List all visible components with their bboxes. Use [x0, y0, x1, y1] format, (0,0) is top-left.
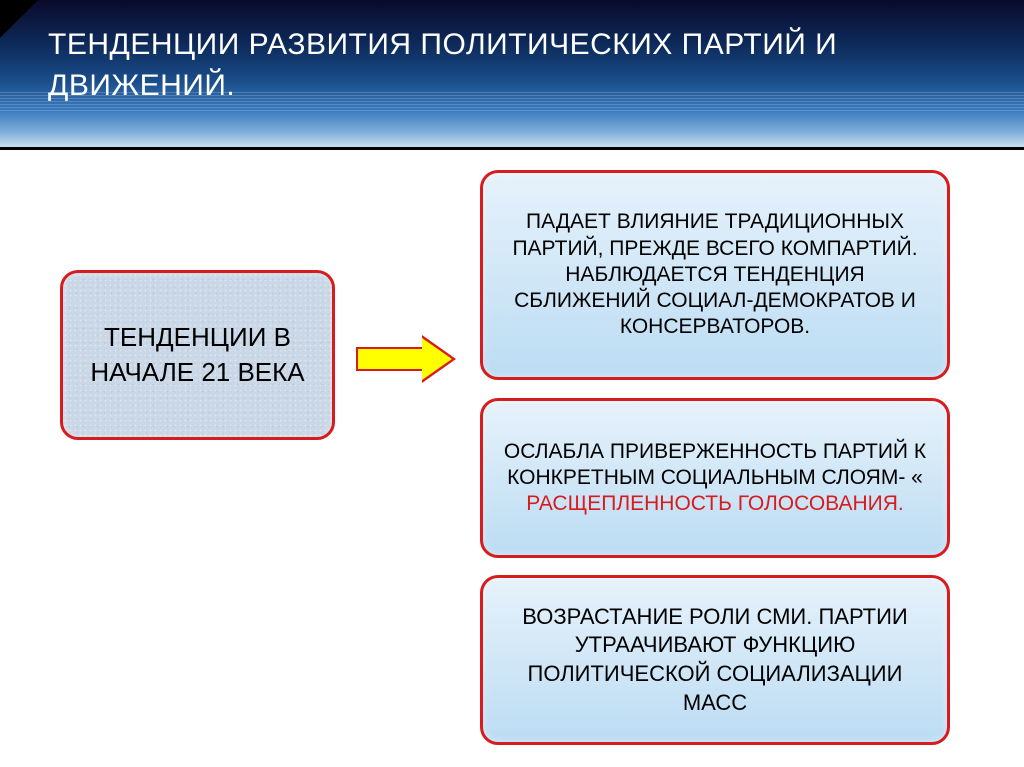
- trend-text-1: ПАДАЕТ ВЛИЯНИЕ ТРАДИЦИОННЫХ ПАРТИЙ, ПРЕЖ…: [497, 209, 933, 340]
- left-box-text: ТЕНДЕНЦИИ В НАЧАЛЕ 21 ВЕКА: [77, 320, 318, 390]
- trend-box-3: ВОЗРАСТАНИЕ РОЛИ СМИ. ПАРТИИ УТРААЧИВАЮТ…: [480, 575, 950, 745]
- arrow-connector: [356, 335, 461, 383]
- trend-box-2: ОСЛАБЛА ПРИВЕРЖЕННОСТЬ ПАРТИЙ К КОНКРЕТН…: [480, 398, 950, 558]
- left-source-box: ТЕНДЕНЦИИ В НАЧАЛЕ 21 ВЕКА: [60, 270, 335, 440]
- arrow-head-fill: [422, 338, 452, 380]
- slide-header: ТЕНДЕНЦИИ РАЗВИТИЯ ПОЛИТИЧЕСКИХ ПАРТИЙ И…: [0, 0, 1024, 150]
- corner-decoration: [0, 0, 38, 38]
- slide-content: ТЕНДЕНЦИИ В НАЧАЛЕ 21 ВЕКА ПАДАЕТ ВЛИЯНИ…: [0, 150, 1024, 767]
- trend-text-2-highlight: РАСЩЕПЛЕННОСТЬ ГОЛОСОВАНИЯ.: [526, 492, 904, 515]
- trend-box-1: ПАДАЕТ ВЛИЯНИЕ ТРАДИЦИОННЫХ ПАРТИЙ, ПРЕЖ…: [480, 170, 950, 380]
- slide-title: ТЕНДЕНЦИИ РАЗВИТИЯ ПОЛИТИЧЕСКИХ ПАРТИЙ И…: [48, 25, 984, 106]
- trend-text-3: ВОЗРАСТАНИЕ РОЛИ СМИ. ПАРТИИ УТРААЧИВАЮТ…: [497, 603, 933, 717]
- trend-text-2a: ОСЛАБЛА ПРИВЕРЖЕННОСТЬ ПАРТИЙ К КОНКРЕТН…: [497, 439, 933, 518]
- arrow-shaft: [356, 347, 424, 371]
